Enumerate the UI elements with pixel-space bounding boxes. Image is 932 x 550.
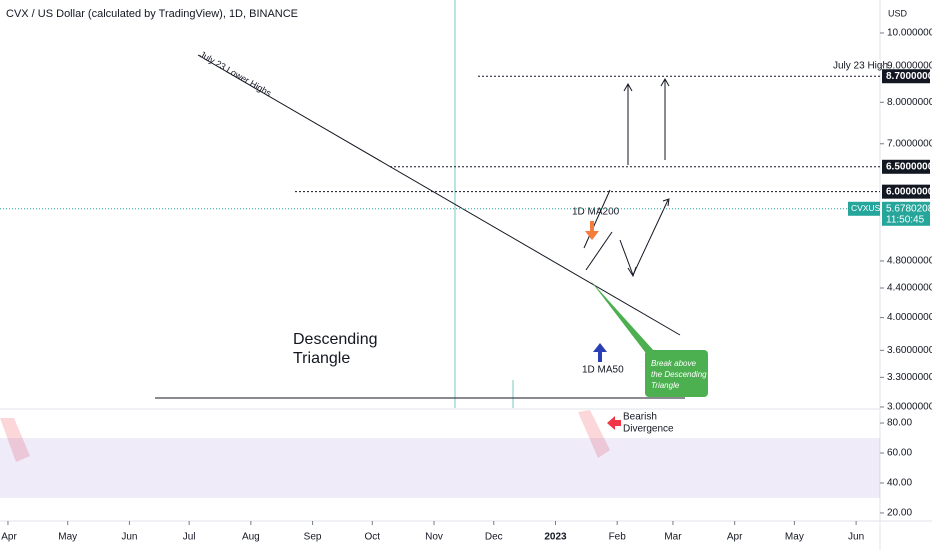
- axis-unit: USD: [888, 8, 908, 18]
- x-tick-label: Jul: [183, 532, 196, 543]
- y-tick-label: 4.0000000: [887, 312, 932, 323]
- y-tick-label: 10.0000000: [887, 28, 932, 39]
- chart-title: CVX / US Dollar (calculated by TradingVi…: [6, 8, 298, 20]
- annotation: Triangle: [293, 350, 350, 367]
- y-tick-label: 9.0000000: [887, 60, 932, 71]
- level-box: [882, 159, 930, 174]
- level-text: July 23 High: [833, 61, 888, 72]
- callout-pointer: [590, 280, 655, 352]
- ma50-label: 1D MA50: [582, 365, 624, 376]
- annotation: Divergence: [623, 424, 674, 435]
- x-tick-label: Apr: [1, 532, 17, 543]
- x-tick-label: May: [785, 532, 804, 543]
- level-box: [882, 184, 930, 199]
- projection-path: [619, 199, 669, 277]
- ma50-arrow: [593, 343, 607, 362]
- x-tick-label: Mar: [664, 532, 682, 543]
- x-tick-label: Sep: [304, 532, 322, 543]
- y-tick-label: 3.0000000: [887, 402, 932, 413]
- ma200-arrow: [585, 221, 599, 240]
- rsi-band: [0, 438, 880, 498]
- annotation: Triangle: [651, 381, 680, 390]
- last-price-box: [882, 201, 930, 226]
- y-tick-label: 3.3000000: [887, 372, 932, 383]
- divergence-highlight: [0, 418, 30, 462]
- arrow-head: [660, 77, 670, 87]
- x-tick-label: Oct: [365, 532, 381, 543]
- x-tick-label: Nov: [425, 532, 443, 543]
- level-label: 6.0000000: [886, 186, 932, 197]
- y-tick-label: 8.0000000: [887, 97, 932, 108]
- series-tag-label: CVXUSD: [851, 203, 886, 213]
- y-tick-label: 80.00: [887, 418, 912, 429]
- arrow-head: [623, 82, 633, 92]
- y-tick-label: 4.4000000: [887, 283, 932, 294]
- series-tag: [848, 201, 880, 216]
- ma200-label: 1D MA200: [572, 207, 620, 218]
- callout-box: [645, 350, 708, 397]
- annotation: July 23 Lower Highs: [198, 49, 274, 98]
- countdown: 11:50:45: [886, 214, 925, 225]
- annotation: the Descending: [651, 370, 707, 379]
- x-tick-label: Dec: [485, 532, 503, 543]
- y-tick-label: 60.00: [887, 448, 912, 459]
- x-tick-label: 2023: [544, 532, 567, 543]
- y-tick-label: 4.8000000: [887, 256, 932, 267]
- y-tick-label: 7.0000000: [887, 138, 932, 149]
- y-tick-label: 3.6000000: [887, 345, 932, 356]
- channel-line: [583, 189, 611, 249]
- channel-line: [585, 231, 613, 271]
- price-axis-bg: [880, 0, 932, 550]
- divergence-arrow: [607, 416, 621, 430]
- annotation: Descending: [293, 331, 378, 348]
- drawings: [155, 54, 685, 399]
- y-tick-label: 20.00: [887, 508, 912, 519]
- x-tick-label: Aug: [242, 532, 260, 543]
- level-label: 6.5000000: [886, 161, 932, 172]
- x-tick-label: May: [58, 532, 77, 543]
- arrow-head: [627, 198, 670, 278]
- trendline: [197, 54, 681, 336]
- level-label: 8.7000000: [886, 71, 932, 82]
- x-tick-label: Feb: [609, 532, 627, 543]
- last-price-label: 5.6780208: [886, 203, 932, 214]
- divergence-highlight: [578, 410, 610, 458]
- annotation: Break above: [651, 359, 696, 368]
- y-tick-label: 40.00: [887, 478, 912, 489]
- annotation: Bearish: [623, 412, 657, 423]
- level-box: [882, 69, 930, 84]
- x-tick-label: Apr: [727, 532, 743, 543]
- x-tick-label: Jun: [848, 532, 864, 543]
- x-tick-label: Jun: [121, 532, 137, 543]
